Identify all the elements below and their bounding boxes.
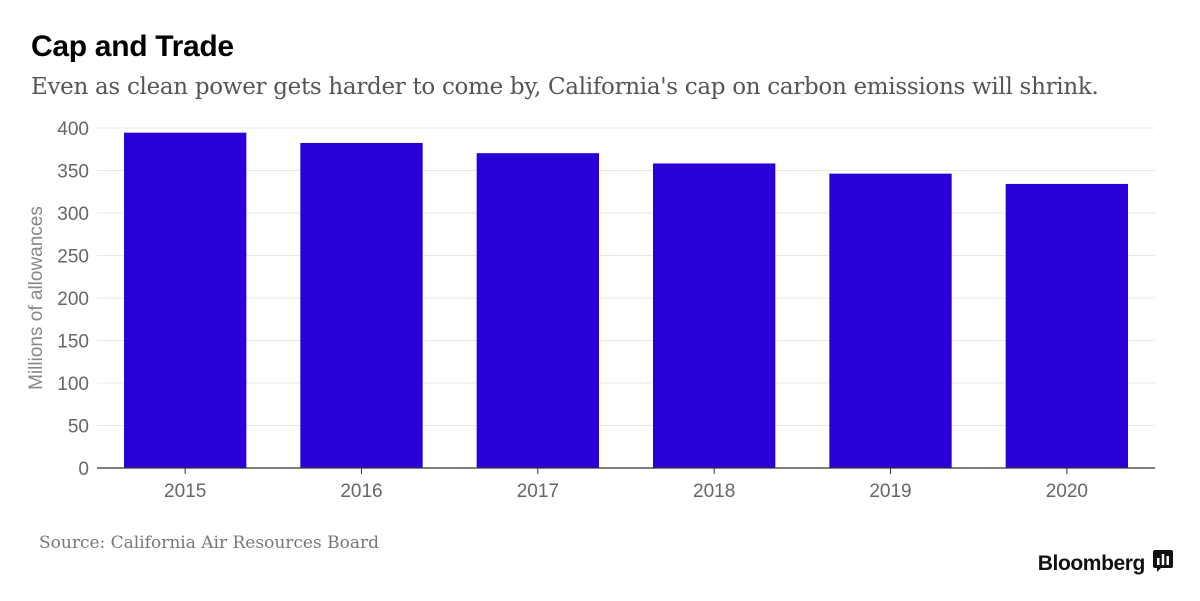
y-tick-label: 250 xyxy=(57,247,89,268)
x-axis-ticks: 2015 2016 2017 2018 2019 2020 xyxy=(164,468,1088,502)
x-tick-label: 2015 xyxy=(164,481,206,502)
y-axis-ticks: 0 50 100 150 200 250 300 350 400 xyxy=(57,119,89,480)
y-tick-label: 100 xyxy=(57,374,89,395)
bloomberg-terminal-icon xyxy=(1153,550,1173,577)
bar-2020 xyxy=(1005,183,1128,468)
y-tick-label: 150 xyxy=(57,332,89,353)
brand-logo: Bloomberg xyxy=(1038,550,1173,577)
y-tick-label: 0 xyxy=(78,459,89,480)
x-tick-label: 2016 xyxy=(340,481,382,502)
y-axis-label: Millions of allowances xyxy=(26,206,47,390)
brand-name: Bloomberg xyxy=(1037,551,1146,575)
bar-2016 xyxy=(300,142,423,468)
bar-2019 xyxy=(829,173,952,468)
chart-title: Cap and Trade xyxy=(31,30,234,63)
x-tick-label: 2017 xyxy=(517,481,559,502)
bar-2018 xyxy=(653,163,776,468)
bar-2015 xyxy=(124,132,247,469)
x-tick-label: 2018 xyxy=(693,481,735,502)
y-tick-label: 400 xyxy=(57,119,89,140)
y-tick-label: 350 xyxy=(57,162,89,183)
x-tick-label: 2019 xyxy=(869,481,911,502)
gridlines xyxy=(97,127,1155,426)
source-note: Source: California Air Resources Board xyxy=(39,533,379,553)
bar-2017 xyxy=(476,153,599,468)
y-tick-label: 300 xyxy=(57,204,89,225)
x-tick-label: 2020 xyxy=(1046,481,1088,502)
y-tick-label: 200 xyxy=(57,289,89,310)
chart-subtitle: Even as clean power gets harder to come … xyxy=(31,74,1099,100)
bars xyxy=(124,132,1128,469)
y-tick-label: 50 xyxy=(68,417,89,438)
